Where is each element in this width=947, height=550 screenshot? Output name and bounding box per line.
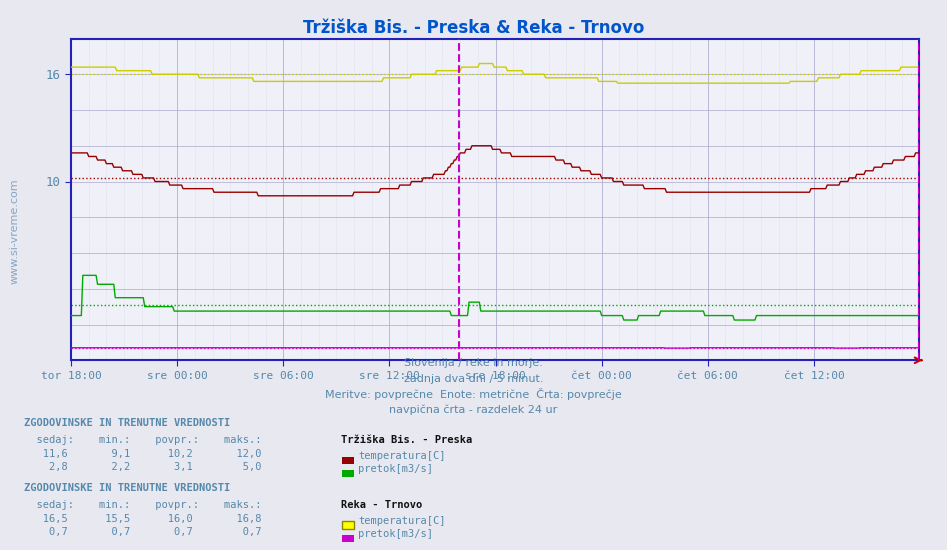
Text: ZGODOVINSKE IN TRENUTNE VREDNOSTI: ZGODOVINSKE IN TRENUTNE VREDNOSTI	[24, 418, 230, 428]
Text: Tržiška Bis. - Preska & Reka - Trnovo: Tržiška Bis. - Preska & Reka - Trnovo	[303, 19, 644, 37]
Text: 11,6       9,1      10,2       12,0: 11,6 9,1 10,2 12,0	[24, 449, 261, 459]
Text: temperatura[C]: temperatura[C]	[358, 451, 445, 461]
Text: sedaj:    min.:    povpr.:    maks.:: sedaj: min.: povpr.: maks.:	[24, 499, 261, 510]
Text: navpična črta - razdelek 24 ur: navpična črta - razdelek 24 ur	[389, 405, 558, 415]
Text: Reka - Trnovo: Reka - Trnovo	[341, 499, 422, 510]
Text: Tržiška Bis. - Preska: Tržiška Bis. - Preska	[341, 434, 473, 445]
Text: Slovenija / reke in morje.: Slovenija / reke in morje.	[404, 358, 543, 368]
Text: temperatura[C]: temperatura[C]	[358, 516, 445, 526]
Text: 2,8       2,2       3,1        5,0: 2,8 2,2 3,1 5,0	[24, 462, 261, 472]
Text: www.si-vreme.com: www.si-vreme.com	[9, 178, 20, 284]
Text: pretok[m3/s]: pretok[m3/s]	[358, 529, 433, 540]
Text: zadnja dva dni / 5 minut.: zadnja dva dni / 5 minut.	[403, 374, 544, 384]
Text: 0,7       0,7       0,7        0,7: 0,7 0,7 0,7 0,7	[24, 527, 261, 537]
Text: 16,5      15,5      16,0       16,8: 16,5 15,5 16,0 16,8	[24, 514, 261, 524]
Text: ZGODOVINSKE IN TRENUTNE VREDNOSTI: ZGODOVINSKE IN TRENUTNE VREDNOSTI	[24, 483, 230, 493]
Text: Meritve: povprečne  Enote: metrične  Črta: povprečje: Meritve: povprečne Enote: metrične Črta:…	[325, 388, 622, 400]
Text: sedaj:    min.:    povpr.:    maks.:: sedaj: min.: povpr.: maks.:	[24, 434, 261, 445]
Text: pretok[m3/s]: pretok[m3/s]	[358, 464, 433, 475]
